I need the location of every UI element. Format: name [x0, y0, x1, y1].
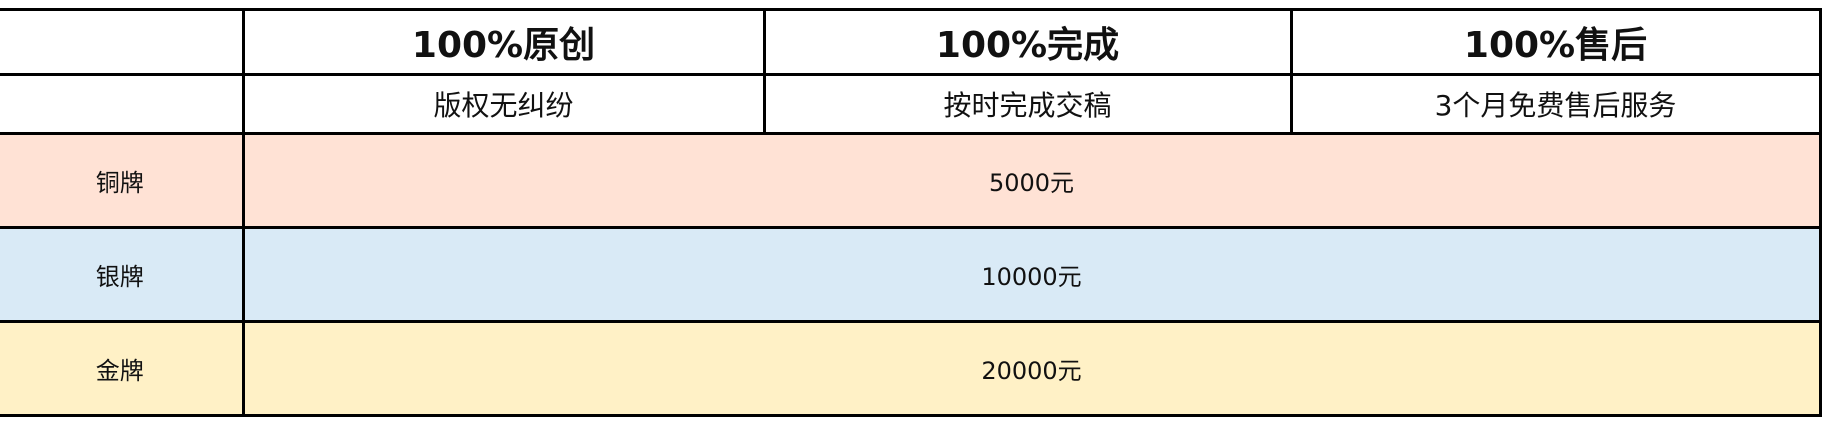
tier-name: 银牌: [0, 226, 245, 323]
tier-price: 10000元: [241, 226, 1822, 323]
tier-row-gold: 金牌 20000元: [0, 320, 1822, 417]
tier-name: 金牌: [0, 320, 245, 417]
tier-price: 20000元: [241, 320, 1822, 417]
tier-row-silver: 银牌 10000元: [0, 226, 1822, 323]
subtitle-service: 3个月免费售后服务: [1289, 73, 1822, 135]
header-complete: 100%完成: [762, 8, 1293, 76]
subtitle-copyright: 版权无纠纷: [241, 73, 766, 135]
tier-name: 铜牌: [0, 132, 245, 229]
tier-row-bronze: 铜牌 5000元: [0, 132, 1822, 229]
header-after-sales: 100%售后: [1289, 8, 1822, 76]
tier-price: 5000元: [241, 132, 1822, 229]
header-title-row: 100%原创 100%完成 100%售后: [0, 8, 1822, 76]
subtitle-on-time: 按时完成交稿: [762, 73, 1293, 135]
header-subtitle-row: 版权无纠纷 按时完成交稿 3个月免费售后服务: [0, 73, 1822, 135]
pricing-table: 100%原创 100%完成 100%售后 版权无纠纷 按时完成交稿 3个月免费售…: [0, 8, 1822, 417]
header-original: 100%原创: [241, 8, 766, 76]
empty-corner-cell: [0, 8, 245, 76]
empty-corner-cell: [0, 73, 245, 135]
